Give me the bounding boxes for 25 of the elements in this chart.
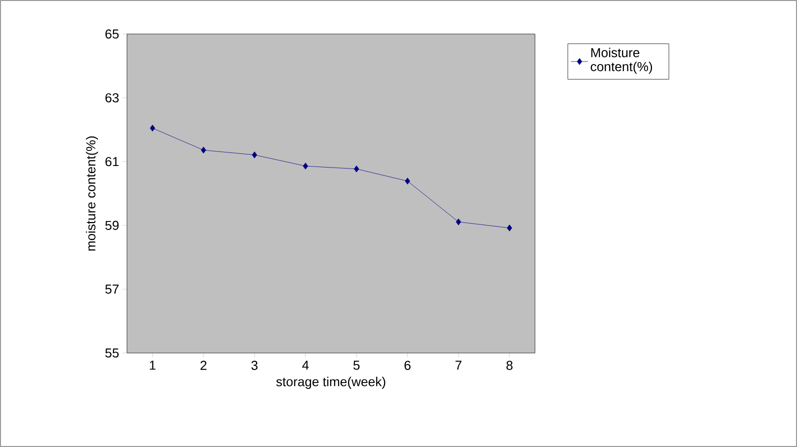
x-tick-label: 7 — [456, 360, 462, 370]
y-tick-label: 57 — [105, 284, 119, 294]
point — [506, 224, 512, 232]
point — [456, 218, 462, 226]
point — [354, 166, 360, 172]
x-tick-label: 2 — [200, 360, 206, 370]
x-tick-label: 5 — [353, 360, 360, 370]
x-tick-label: 6 — [404, 360, 411, 370]
x-tick-label: 4 — [302, 360, 309, 370]
x-tick-label: 3 — [251, 360, 258, 370]
legend-label: Moisture content(%) — [590, 48, 652, 74]
point — [404, 178, 410, 184]
point — [200, 146, 206, 154]
y-tick-label: 55 — [105, 348, 119, 358]
point — [252, 152, 258, 158]
x-tick-label: 8 — [506, 360, 513, 370]
point — [302, 162, 308, 170]
y-axis-title: moisture content(%) — [86, 136, 98, 251]
x-tick-label: 1 — [150, 360, 156, 370]
y-tick-label: 63 — [105, 93, 119, 102]
y-tick-label: 65 — [105, 29, 119, 39]
y-tick-label: 59 — [105, 220, 119, 230]
point — [150, 124, 156, 132]
x-axis-title: storage time(week) — [276, 376, 386, 389]
y-tick-label: 61 — [105, 157, 119, 166]
